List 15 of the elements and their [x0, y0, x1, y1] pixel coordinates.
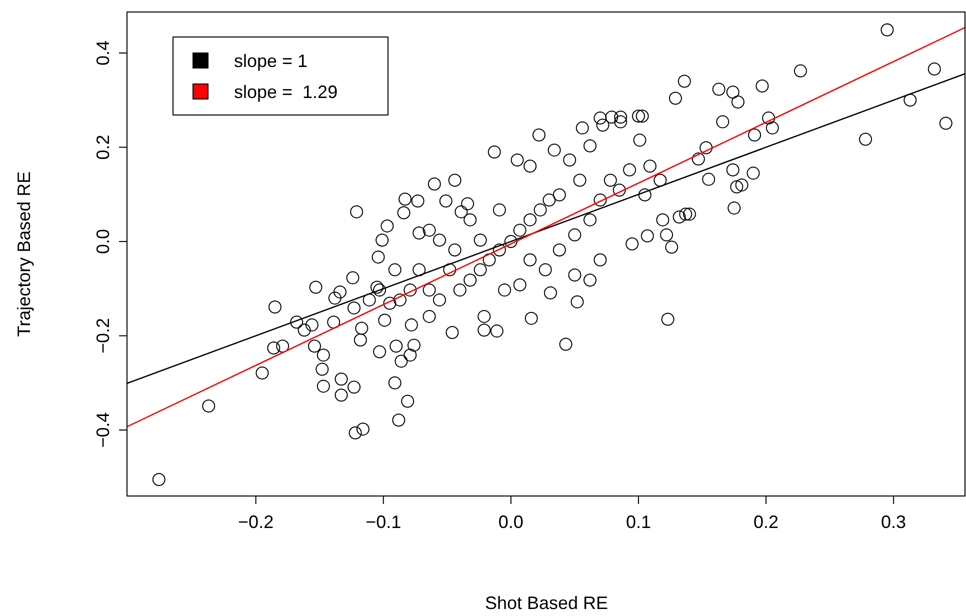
x-tick-label: 0.3: [881, 512, 906, 532]
x-tick-label: −0.1: [366, 512, 402, 532]
x-tick-label: 0.0: [498, 512, 524, 532]
x-tick-label: 0.1: [626, 512, 651, 532]
y-axis-title: Trajectory Based RE: [14, 171, 34, 337]
legend-label: slope = 1: [234, 51, 308, 71]
y-tick-label: −0.4: [93, 412, 113, 448]
y-tick-label: −0.2: [93, 318, 113, 354]
y-tick-label: 0.2: [93, 134, 113, 160]
x-axis-title: Shot Based RE: [484, 593, 608, 613]
x-tick-label: 0.2: [754, 512, 779, 532]
y-tick-label: 0.0: [93, 228, 113, 254]
y-tick-label: 0.4: [93, 40, 113, 66]
legend-label: slope = 1.29: [234, 82, 338, 102]
x-tick-label: −0.2: [238, 512, 274, 532]
